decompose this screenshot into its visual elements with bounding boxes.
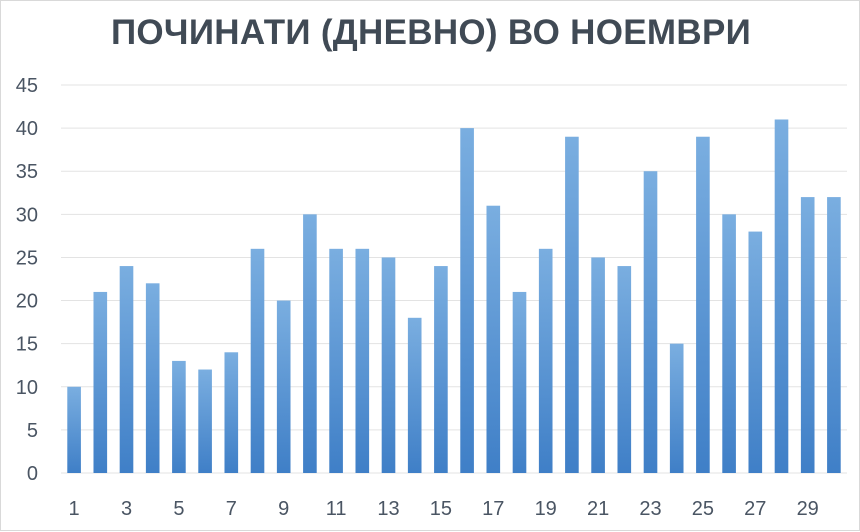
y-tick-label: 40 [16,118,38,140]
x-tick-label: 17 [482,498,504,520]
x-tick-label: 7 [226,498,237,520]
bar-day-19 [538,248,553,473]
bar-day-6 [198,369,212,473]
y-tick-label: 30 [16,204,38,226]
bar-day-1 [67,386,81,473]
bar-day-4 [145,283,160,473]
bar-day-25 [696,136,710,473]
x-tick-label: 11 [326,498,347,520]
bar-day-15 [434,266,448,473]
x-tick-label: 19 [535,498,557,520]
bar-day-17 [486,205,501,473]
bar-day-18 [512,291,527,473]
bar-day-16 [460,128,474,473]
gridlines [61,84,847,474]
bar-day-21 [591,257,605,473]
bar-day-23 [643,171,658,473]
y-axis-ticks: 0 5 10 15 20 25 30 35 40 45 [16,75,38,485]
x-tick-label: 1 [69,498,80,520]
x-tick-label: 15 [430,498,452,520]
y-tick-label: 45 [16,75,38,97]
bar-day-10 [303,214,317,474]
y-tick-label: 20 [16,291,38,313]
bar-day-26 [722,214,736,474]
bar-day-27 [748,231,763,473]
y-tick-label: 15 [16,334,38,356]
bar-day-8 [250,248,265,473]
y-tick-label: 5 [27,420,38,442]
bar-day-22 [617,266,632,473]
bar-day-20 [565,136,579,473]
bar-day-28 [774,119,789,473]
x-tick-label: 27 [744,498,766,520]
x-tick-label: 21 [587,498,609,520]
bar-day-12 [355,248,370,473]
bar-day-30 [827,197,841,474]
bar-day-14 [407,317,422,473]
y-tick-label: 35 [16,161,38,183]
y-tick-label: 0 [27,463,38,485]
bar-day-9 [276,300,291,473]
bar-day-11 [329,248,343,473]
x-tick-label: 3 [121,498,132,520]
bar-day-5 [172,360,186,473]
bar-day-7 [224,352,239,473]
bar-day-13 [381,257,396,473]
x-tick-label: 13 [377,498,399,520]
bar-day-3 [119,266,134,473]
x-tick-label: 5 [173,498,184,520]
x-tick-label: 23 [639,498,661,520]
x-tick-label: 9 [278,498,289,520]
x-tick-label: 29 [797,498,819,520]
x-tick-label: 25 [692,498,714,520]
bars [67,119,841,474]
y-tick-label: 25 [16,247,38,269]
bar-day-24 [669,343,684,473]
x-axis-ticks: 1 3 5 7 9 11 13 15 17 19 21 23 25 27 29 [69,498,819,520]
chart-title: ПОЧИНАТИ (ДНЕВНО) ВО НОЕМВРИ [110,13,752,52]
y-tick-label: 10 [16,377,38,399]
bar-day-29 [800,197,815,474]
bar-day-2 [93,291,108,473]
